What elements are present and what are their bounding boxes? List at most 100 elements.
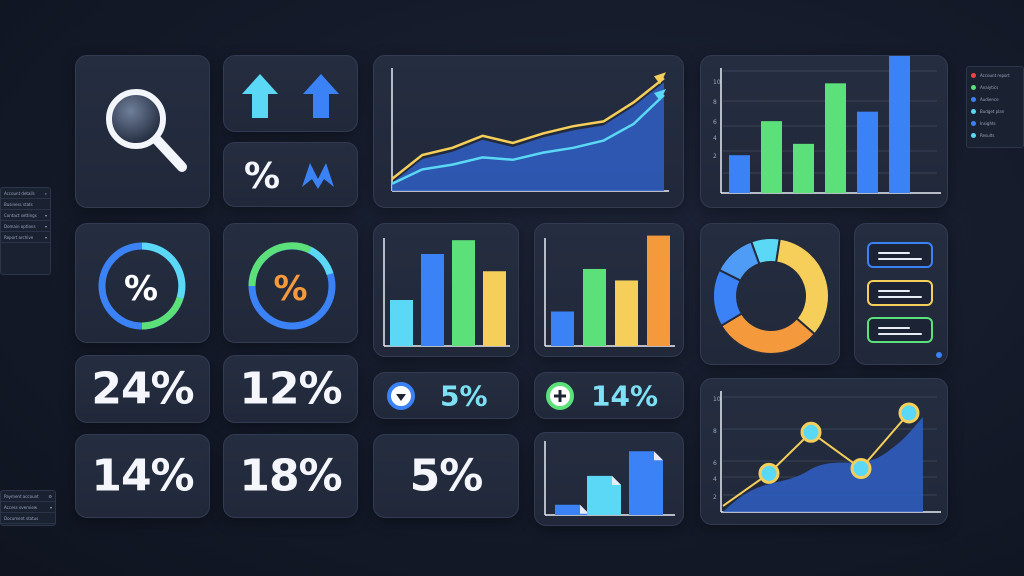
percent-label: % (244, 156, 281, 197)
data-point (850, 458, 872, 480)
search-icon: ⌕ (44, 190, 47, 196)
line-chart-tile[interactable]: 10 8 6 4 2 (700, 378, 948, 525)
stat-value: 5% (409, 450, 484, 502)
y-tick-label: 6 (713, 460, 717, 467)
document-fold (580, 504, 589, 514)
legend-item[interactable]: Insights (967, 117, 1023, 129)
double-arrow-icon (302, 163, 334, 189)
y-tick-label: 4 (713, 476, 717, 483)
legend-label: Budget plan (980, 108, 1005, 114)
search-tile[interactable] (75, 55, 210, 208)
stat-tile[interactable]: 5% (373, 434, 519, 518)
left-menu-row-label: Report archive (4, 234, 34, 240)
arrow-up-icon (242, 74, 339, 118)
left-menu-row[interactable]: Payment account ⚙ (1, 491, 55, 502)
ring-gauge-tile[interactable]: % (75, 223, 210, 343)
legend-label: Account report (980, 72, 1010, 78)
data-point (800, 421, 822, 443)
stat-tile[interactable]: 12% (223, 355, 358, 423)
note-pill[interactable] (867, 317, 933, 343)
stat-tile[interactable]: 14% (75, 434, 210, 518)
stat-tile[interactable]: 18% (223, 434, 358, 518)
left-menu-row[interactable]: Report archive ▾ (1, 232, 50, 243)
document-bars-tile[interactable] (534, 432, 684, 526)
y-tick-label: 6 (713, 119, 717, 126)
percent-tile[interactable]: % (223, 142, 358, 207)
document-fold (612, 475, 621, 485)
data-point (898, 402, 920, 424)
trend-arrows-tile[interactable] (223, 55, 358, 132)
legend-item[interactable]: Results (967, 129, 1023, 141)
donut-slice (717, 240, 761, 283)
legend-item[interactable]: Analytics (967, 81, 1023, 93)
legend-item[interactable]: Audience (967, 93, 1023, 105)
bar-chart (383, 238, 510, 347)
y-tick-label: 8 (713, 99, 717, 106)
donut-chart-tile[interactable] (700, 223, 840, 365)
left-menu-bottom: Payment account ⚙ Access overview ▾ Docume… (0, 490, 56, 526)
y-tick-label: 4 (713, 135, 717, 142)
stat-tile[interactable]: 24% (75, 355, 210, 423)
line-chart: 10 8 6 4 2 (713, 391, 941, 513)
notes-tile[interactable] (854, 223, 948, 365)
legend-label: Insights (980, 120, 996, 126)
left-menu-row[interactable]: Contact settings ▾ (1, 210, 50, 221)
legend-label: Analytics (980, 84, 999, 90)
chevron-down-icon: ▾ (44, 212, 47, 218)
note-line (878, 327, 910, 329)
legend-label: Audience (980, 96, 999, 102)
area-fill (392, 82, 664, 191)
note-pill[interactable] (867, 242, 933, 268)
left-menu-row[interactable]: Account details ⌕ (1, 188, 50, 199)
document-bar (629, 451, 663, 515)
bar-chart (544, 441, 675, 516)
chevron-down-icon: ▾ (44, 234, 47, 240)
legend-item[interactable]: Budget plan (967, 105, 1023, 117)
bar-chart: 10 8 6 4 2 (713, 47, 941, 194)
y-tick-label: 8 (713, 428, 717, 435)
change-tile[interactable]: 5% (373, 372, 519, 419)
document-bar (587, 475, 621, 515)
note-line (878, 258, 922, 260)
bar-chart (544, 235, 675, 347)
bar (483, 271, 506, 346)
chevron-down-icon: ▾ (49, 504, 52, 510)
left-menu-row[interactable]: Document status (1, 513, 55, 524)
bar (647, 235, 670, 346)
bar (889, 47, 910, 193)
bar (583, 268, 606, 346)
left-menu-row-label: Document status (4, 515, 39, 521)
y-tick-label: 2 (713, 494, 717, 501)
ring-percent-label: % (273, 269, 308, 309)
left-menu-top: Account details ⌕ Business stats Contact … (0, 187, 51, 275)
bar (615, 280, 638, 346)
bar-chart-tile[interactable] (534, 223, 684, 357)
left-menu-row-label: Account details (4, 190, 35, 196)
left-menu-row-label: Business stats (4, 201, 33, 207)
stat-value: 24% (91, 363, 194, 415)
bar-chart-tile[interactable]: 10 8 6 4 2 (700, 47, 948, 208)
left-menu-row[interactable]: Domain options ▾ (1, 221, 50, 232)
line-area-chart (391, 68, 669, 192)
stat-value: 12% (239, 363, 342, 415)
bar (452, 240, 475, 346)
data-point (758, 462, 780, 484)
left-menu-row-label: Contact settings (4, 212, 37, 218)
left-menu-row[interactable]: Access overview ▾ (1, 502, 55, 513)
change-value: 14% (591, 379, 659, 412)
legend-item[interactable]: Account report (967, 69, 1023, 81)
bar (825, 83, 846, 193)
bar (390, 300, 413, 346)
magnifier-icon (106, 89, 187, 172)
note-pill[interactable] (867, 280, 933, 306)
bar (551, 311, 574, 346)
series-line (391, 77, 665, 180)
left-menu-row[interactable]: Business stats (1, 199, 50, 210)
ring-gauge-tile[interactable]: % (223, 223, 358, 343)
line-chart-tile[interactable] (373, 55, 684, 208)
bar (793, 143, 814, 193)
stat-value: 18% (239, 450, 342, 502)
bar-chart-tile[interactable] (373, 223, 519, 357)
change-tile[interactable]: 14% (534, 372, 684, 419)
ring-percent-label: % (123, 269, 159, 309)
